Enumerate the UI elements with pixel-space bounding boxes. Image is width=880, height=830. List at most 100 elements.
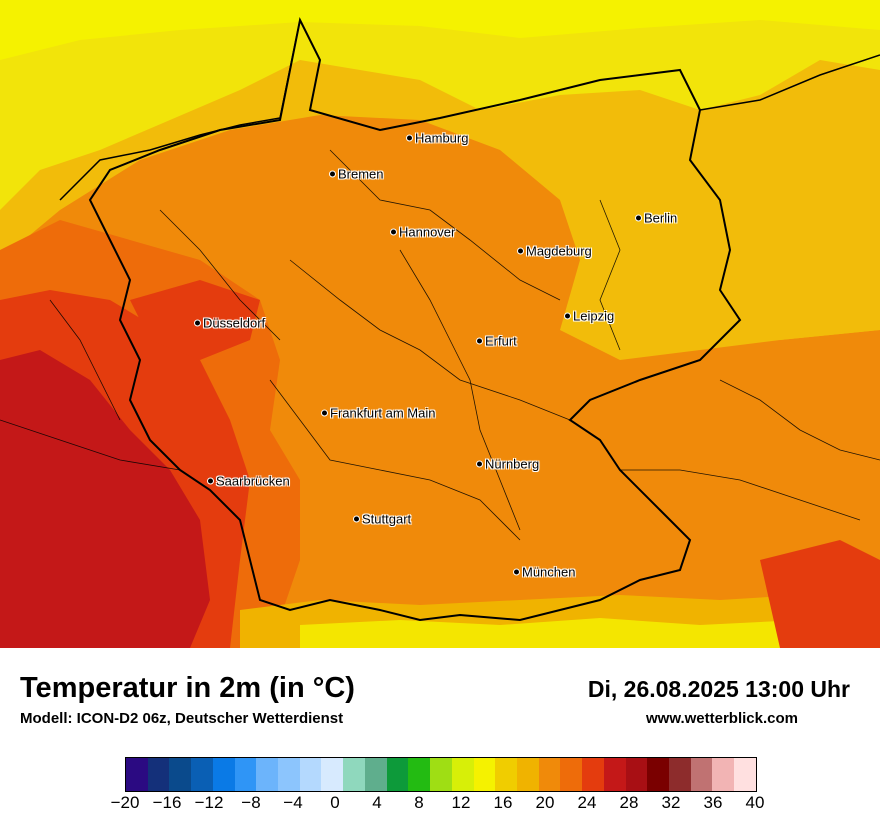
legend-tick-label: 12 (451, 793, 471, 812)
legend-swatch (343, 758, 365, 791)
legend-ticks: −20 −16 −12 −8 −4 0 4 8 12 16 20 24 28 32 36 40 (0, 793, 880, 823)
city-label: Leipzig (573, 308, 615, 324)
city-marker: Stuttgart (353, 512, 411, 527)
legend-tick-label: −8 (241, 793, 261, 812)
city-marker: Bremen (329, 167, 384, 182)
city-dot (329, 170, 336, 178)
city-label: Düsseldorf (203, 315, 266, 331)
city-marker: Frankfurt am Main (321, 406, 435, 421)
legend-swatch (538, 758, 561, 791)
city-dot (406, 134, 413, 142)
legend-tick-label: 36 (703, 793, 723, 812)
city-label: Stuttgart (362, 511, 412, 527)
city-dot (476, 460, 483, 468)
legend-swatch (299, 758, 322, 791)
city-label: Berlin (644, 210, 678, 226)
legend-swatch (191, 758, 213, 791)
city-label: Bremen (338, 166, 384, 182)
legend-swatch (321, 758, 344, 791)
city-dot (517, 247, 524, 255)
east-moderate-area (560, 110, 880, 340)
legend-swatch (647, 758, 669, 791)
legend-tick-label: −12 (194, 793, 224, 812)
city-label: Saarbrücken (216, 473, 290, 489)
legend-tick-label: 0 (330, 793, 340, 812)
city-label: Hamburg (415, 130, 469, 146)
legend-swatch (234, 758, 257, 791)
legend-swatch (169, 758, 192, 791)
city-marker: Leipzig (564, 309, 614, 324)
city-dot (476, 337, 483, 345)
website-link[interactable]: www.wetterblick.com (646, 710, 798, 727)
model-info: Modell: ICON-D2 06z, Deutscher Wetterdie… (20, 710, 344, 727)
state-borders (0, 149, 880, 541)
legend-tick-label: −16 (152, 793, 182, 812)
city-marker: Nürnberg (476, 457, 539, 472)
city-dot (513, 568, 520, 576)
north-coastline (59, 19, 301, 201)
temperature-legend (125, 757, 757, 792)
legend-swatch (430, 758, 452, 791)
legend-swatch (495, 758, 517, 791)
legend-tick-label: 28 (619, 793, 639, 812)
city-marker: Hannover (390, 225, 455, 240)
legend-tick-label: 4 (372, 793, 382, 812)
city-label: Hannover (399, 224, 456, 240)
city-dot (353, 515, 360, 523)
legend-swatch (212, 758, 235, 791)
map-footer: Temperatur in 2m (in °C) Modell: ICON-D2… (0, 648, 880, 830)
legend-swatch (126, 758, 148, 791)
legend-tick-label: 8 (414, 793, 424, 812)
legend-tick-label: 24 (577, 793, 597, 812)
map-canvas (0, 0, 880, 648)
west-hottest-area (0, 350, 210, 648)
legend-tick-label: −20 (110, 793, 140, 812)
city-marker: Erfurt (476, 334, 517, 349)
city-marker: Hamburg (406, 131, 468, 146)
legend-swatch (147, 758, 170, 791)
legend-tick-label: 32 (661, 793, 681, 812)
legend-tick-label: 20 (535, 793, 555, 812)
baltic-coastline (699, 54, 880, 111)
city-label: Magdeburg (526, 243, 592, 259)
legend-swatch (690, 758, 713, 791)
city-dot (635, 214, 642, 222)
city-marker: Magdeburg (517, 244, 592, 259)
legend-swatch (364, 758, 387, 791)
city-marker: Saarbrücken (207, 474, 290, 489)
legend-tick-label: 40 (745, 793, 765, 812)
city-marker: Berlin (635, 211, 677, 226)
legend-swatch (712, 758, 735, 791)
city-dot (207, 477, 214, 485)
legend-swatch (582, 758, 604, 791)
legend-tick-label: −4 (283, 793, 303, 812)
southeast-hot-area (760, 540, 880, 648)
city-marker: Düsseldorf (194, 316, 265, 331)
legend-swatch (560, 758, 583, 791)
city-label: Frankfurt am Main (330, 405, 436, 421)
legend-swatch (451, 758, 474, 791)
legend-tick-label: 16 (493, 793, 513, 812)
city-dot (564, 312, 571, 320)
legend-swatch (386, 758, 409, 791)
north-sea-area (0, 0, 880, 210)
legend-swatch (473, 758, 496, 791)
city-dot (194, 319, 201, 327)
city-label: Nürnberg (485, 456, 540, 472)
alps-cool-area (300, 618, 860, 648)
legend-swatch (603, 758, 626, 791)
legend-swatch (625, 758, 648, 791)
city-label: München (522, 564, 576, 580)
city-marker: München (513, 565, 575, 580)
legend-swatch (734, 758, 756, 791)
temperature-map: Hamburg Bremen Berlin Hannover Magdeburg Düss… (0, 0, 880, 648)
legend-swatch (668, 758, 691, 791)
legend-swatch (256, 758, 279, 791)
legend-swatch (516, 758, 539, 791)
far-north-area (0, 0, 880, 60)
map-title: Temperatur in 2m (in °C) (20, 672, 355, 704)
city-label: Erfurt (485, 333, 517, 349)
city-dot (321, 409, 328, 417)
legend-swatch (278, 758, 300, 791)
forecast-datetime: Di, 26.08.2025 13:00 Uhr (587, 676, 850, 702)
